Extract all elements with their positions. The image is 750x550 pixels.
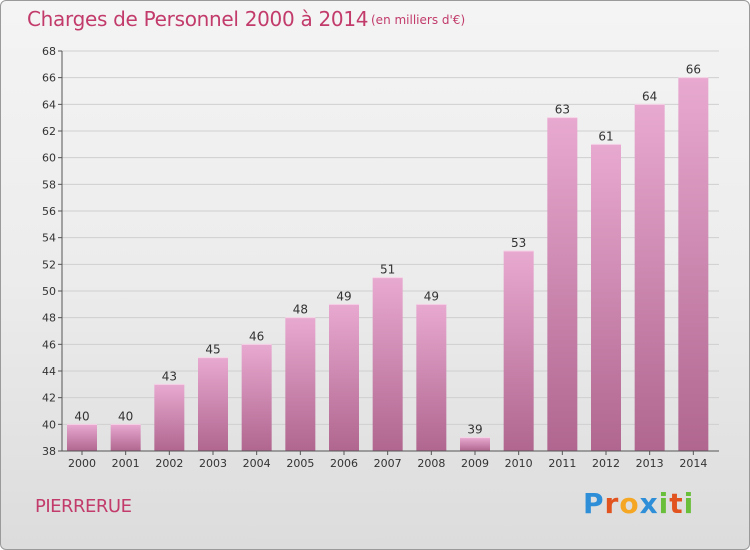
data-label: 64: [642, 89, 657, 103]
bar: [591, 144, 621, 452]
y-tick-label: 62: [42, 125, 56, 138]
y-tick-label: 68: [42, 45, 56, 58]
x-tick-label: 2012: [592, 457, 620, 470]
logo-letter: x: [639, 487, 659, 520]
data-label: 39: [467, 423, 482, 437]
data-label: 48: [293, 303, 308, 317]
data-label: 49: [424, 289, 439, 303]
commune-name: PIERRERUE: [35, 496, 132, 517]
data-label: 40: [74, 409, 89, 423]
y-tick-label: 56: [42, 205, 56, 218]
data-label: 66: [686, 63, 701, 77]
bar: [329, 304, 359, 451]
x-tick-label: 2002: [155, 457, 183, 470]
x-tick-label: 2010: [505, 457, 533, 470]
x-tick-label: 2006: [330, 457, 358, 470]
x-tick-label: 2009: [461, 457, 489, 470]
logo-letter: i: [658, 487, 670, 520]
bar: [110, 424, 141, 451]
bar: [678, 77, 709, 452]
data-label: 43: [162, 369, 177, 383]
x-tick-label: 2000: [68, 457, 96, 470]
data-label: 46: [249, 329, 264, 343]
x-tick-label: 2007: [374, 457, 402, 470]
x-tick-label: 2013: [636, 457, 664, 470]
y-tick-label: 46: [42, 338, 56, 351]
bar: [198, 357, 228, 451]
bar: [547, 117, 578, 452]
bar: [241, 344, 272, 451]
chart-title: Charges de Personnel 2000 à 2014: [27, 7, 369, 31]
data-label: 45: [205, 343, 220, 357]
logo-letter: r: [604, 487, 620, 520]
x-tick-label: 2014: [679, 457, 707, 470]
y-tick-label: 54: [42, 232, 56, 245]
y-tick-label: 64: [42, 98, 56, 111]
logo-letter: o: [619, 487, 640, 520]
bar: [372, 277, 403, 451]
x-tick-label: 2005: [286, 457, 314, 470]
y-tick-label: 44: [42, 365, 56, 378]
bar: [460, 437, 490, 451]
bar: [503, 251, 534, 451]
y-tick-label: 60: [42, 152, 56, 165]
data-label: 49: [336, 289, 351, 303]
logo-letter: i: [683, 487, 695, 520]
bar: [67, 424, 97, 451]
y-tick-label: 48: [42, 312, 56, 325]
data-label: 61: [598, 129, 613, 143]
bar: [154, 384, 185, 451]
y-tick-label: 40: [42, 418, 56, 431]
x-tick-label: 2011: [548, 457, 576, 470]
proxiti-logo[interactable]: Proxiti: [583, 487, 694, 520]
x-tick-label: 2003: [199, 457, 227, 470]
bar: [416, 304, 447, 451]
data-label: 51: [380, 263, 395, 277]
data-label: 63: [555, 103, 570, 117]
bar: [285, 317, 316, 451]
logo-letter: P: [583, 487, 605, 520]
logo-letter: t: [669, 487, 684, 520]
y-tick-label: 42: [42, 392, 56, 405]
y-tick-label: 66: [42, 72, 56, 85]
x-tick-label: 2004: [243, 457, 271, 470]
data-label: 53: [511, 236, 526, 250]
y-tick-label: 58: [42, 178, 56, 191]
x-tick-label: 2001: [112, 457, 140, 470]
bar: [634, 104, 665, 451]
unit-label: (en milliers d'€): [371, 13, 466, 27]
y-tick-label: 52: [42, 258, 56, 271]
y-tick-label: 50: [42, 285, 56, 298]
x-tick-label: 2008: [417, 457, 445, 470]
y-tick-label: 38: [42, 445, 56, 458]
data-label: 40: [118, 409, 133, 423]
